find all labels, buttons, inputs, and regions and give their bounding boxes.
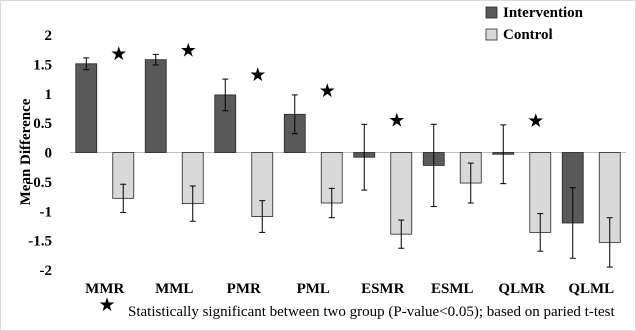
y-axis: 2 1.5 1 0.5 0 -0.5 -1 -1.5 -2 [28,28,626,279]
legend-label: Intervention [503,5,584,21]
legend-swatch [485,6,498,19]
footnote-star-icon: ★ [98,295,115,316]
legend: Intervention Control [485,5,584,43]
bars: ★ ★ ★ ★ ★ ★ [75,40,621,268]
y-tick-label: 2 [45,28,53,44]
category-label: MML [155,281,193,297]
y-tick-label: 0 [45,146,53,162]
legend-swatch [485,28,498,41]
significance-star-icon: ★ [388,110,405,131]
y-tick-label: -2 [40,263,53,279]
category-label: QLML [568,281,614,297]
category-label: QLMR [498,281,545,297]
category-label: ESML [431,281,474,297]
y-tick-label: 1.5 [33,57,52,73]
category-label: MMR [85,281,124,297]
category-labels: MMR MML PMR PML ESMR ESML QLMR QLML [85,281,614,297]
intervention-bar [144,59,167,153]
y-axis-title: Mean Difference [18,98,34,205]
intervention-bar [75,63,98,153]
y-tick-label: -1.5 [28,234,52,250]
y-tick-label: -0.5 [28,175,52,191]
y-tick-label: 0.5 [33,116,52,132]
y-tick-label: -1 [40,204,53,220]
significance-star-icon: ★ [249,65,266,86]
significance-star-icon: ★ [319,81,336,102]
significance-star-icon: ★ [110,44,127,65]
significance-star-icon: ★ [180,40,197,61]
footnote-text: Statistically significant between two gr… [128,304,616,320]
category-label: PML [297,281,330,297]
y-tick-label: 1 [45,87,53,103]
category-label: PMR [227,281,261,297]
category-label: ESMR [361,281,405,297]
legend-label: Control [503,27,553,43]
significance-star-icon: ★ [527,111,544,132]
